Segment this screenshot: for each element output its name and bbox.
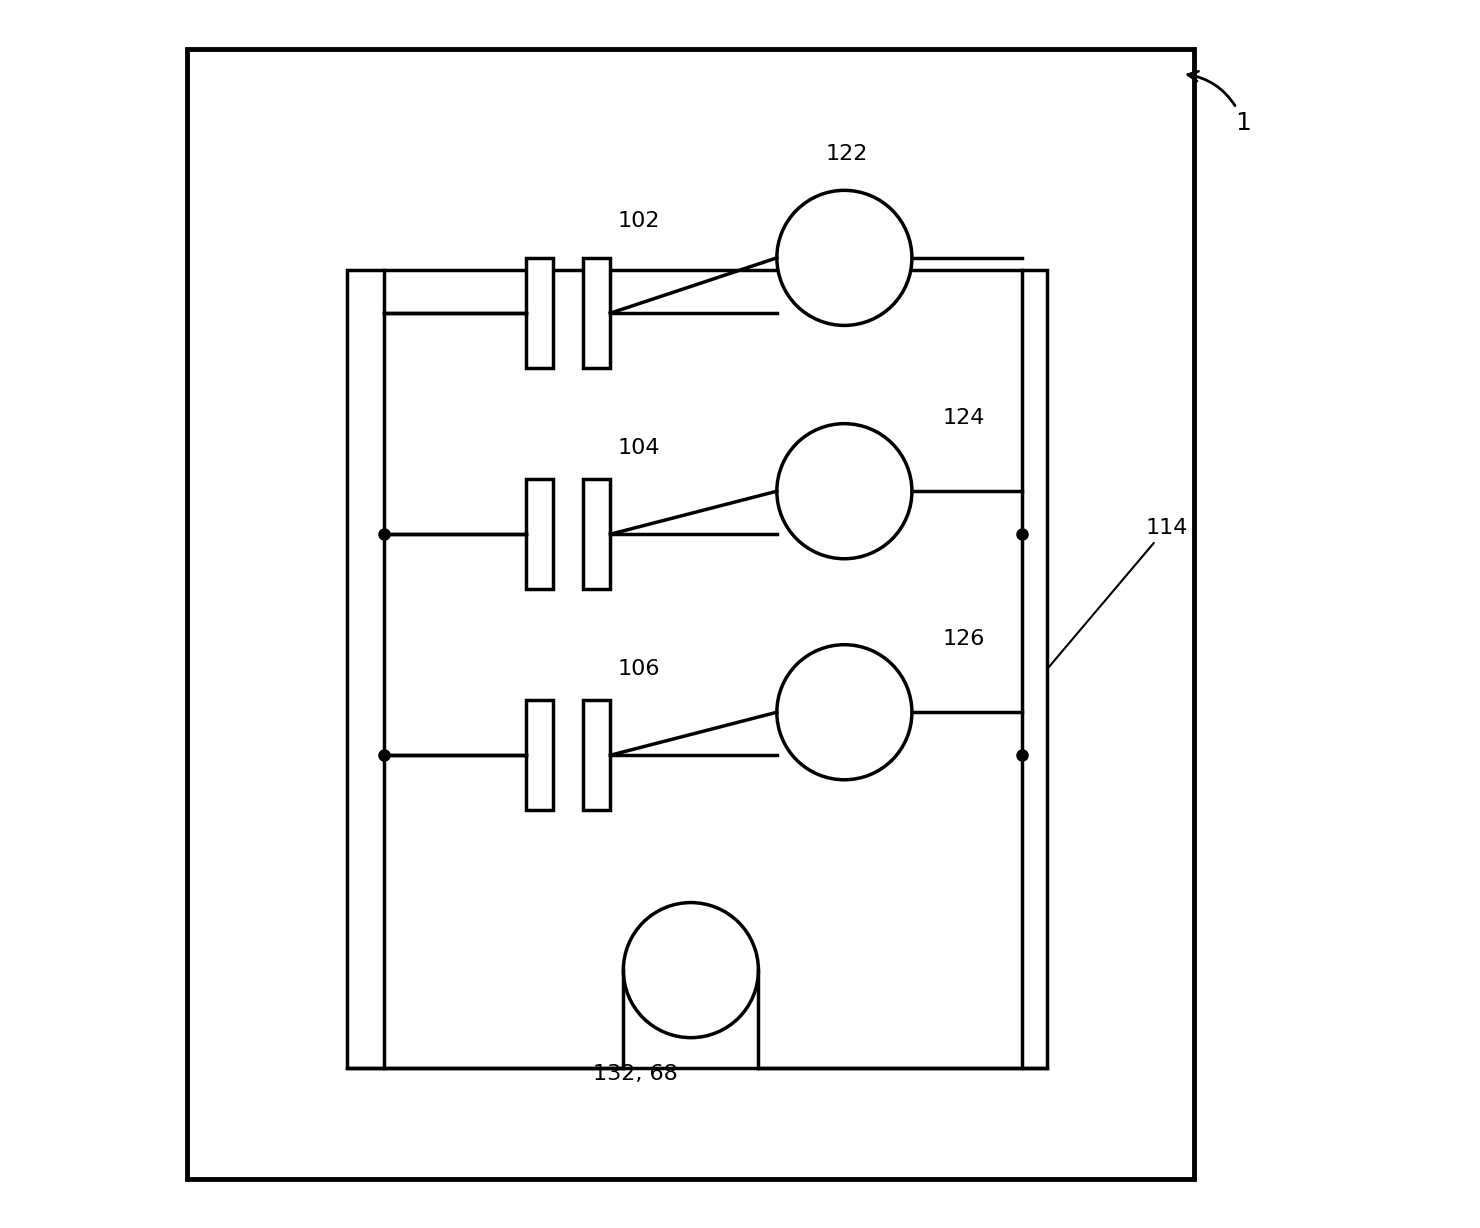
Bar (525, 258, 552, 368)
Text: 102: 102 (617, 211, 660, 231)
Circle shape (623, 903, 758, 1038)
Text: 126: 126 (943, 629, 986, 648)
Text: 106: 106 (617, 659, 660, 679)
Bar (525, 479, 552, 589)
Text: 104: 104 (617, 438, 660, 458)
Text: 132, 68: 132, 68 (592, 1065, 678, 1084)
Circle shape (777, 190, 912, 325)
Bar (583, 479, 610, 589)
Bar (583, 258, 610, 368)
Text: 124: 124 (943, 408, 986, 427)
Bar (346, 270, 1046, 1068)
Bar (188, 49, 1194, 1179)
Circle shape (777, 645, 912, 780)
Bar (525, 700, 552, 810)
Circle shape (777, 424, 912, 559)
Text: 114: 114 (1049, 518, 1187, 667)
Text: 1: 1 (1188, 71, 1252, 135)
Bar (583, 700, 610, 810)
Text: 122: 122 (826, 144, 869, 163)
